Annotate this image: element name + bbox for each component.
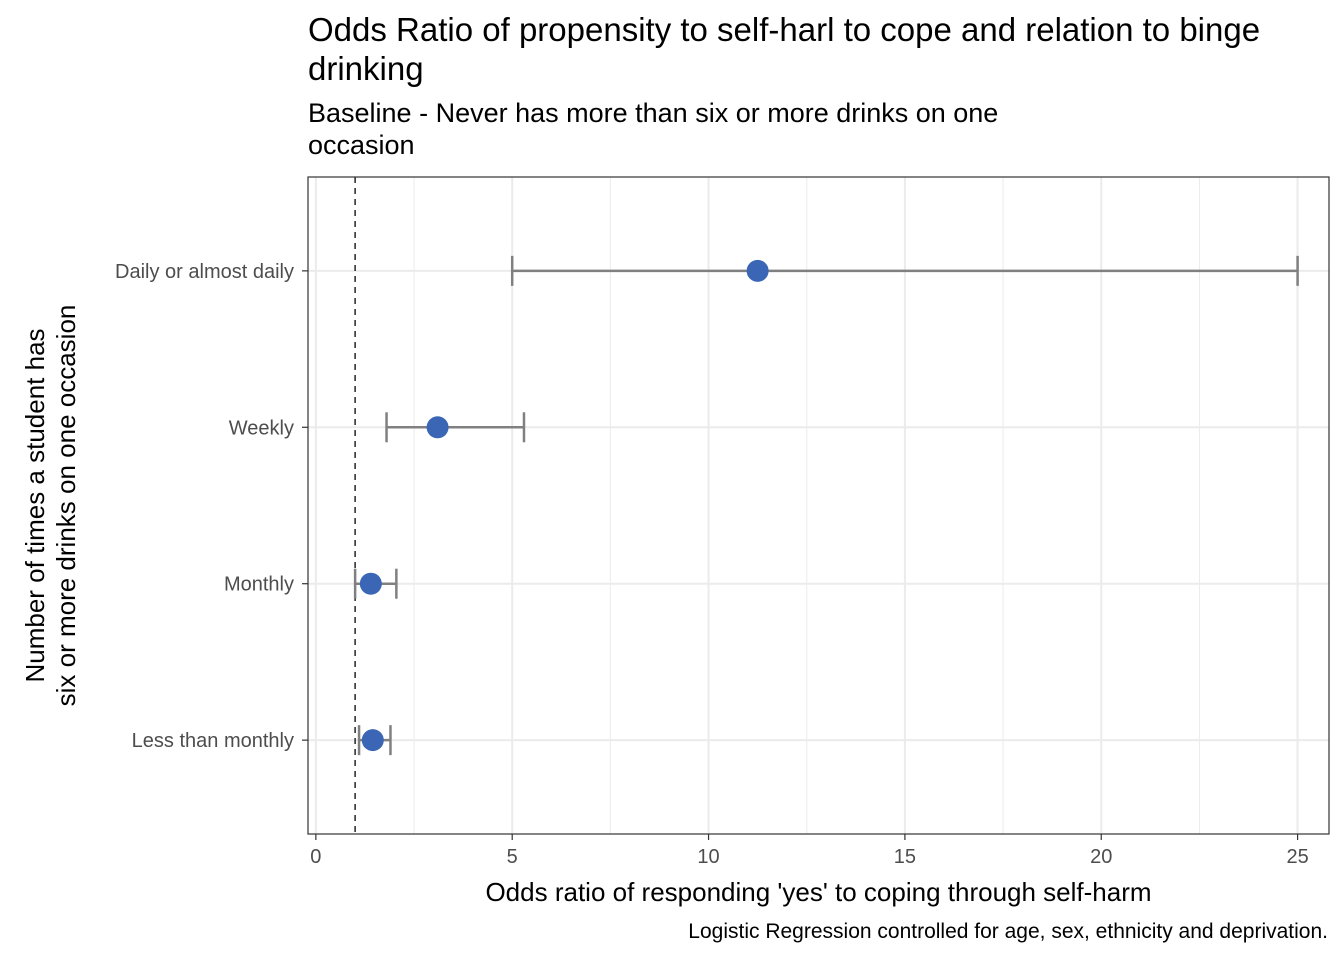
y-tick-label: Monthly (224, 574, 294, 596)
x-tick-label: 25 (1286, 846, 1308, 868)
x-tick-label: 10 (697, 846, 719, 868)
panel-border (307, 176, 1330, 835)
y-tick-label: Daily or almost daily (115, 261, 294, 283)
data-point (746, 259, 769, 282)
data-point (359, 572, 382, 595)
x-axis-title: Odds ratio of responding 'yes' to coping… (485, 877, 1151, 907)
grid-layer (308, 177, 1329, 834)
x-tick-label: 15 (894, 846, 916, 868)
y-axis-title-line-1: Number of times a student has (20, 328, 50, 682)
axis-layer: 0 5 10 15 20 25 Daily or almost daily Weekly Mon… (115, 261, 1309, 868)
chart-subtitle: Baseline - Never has more than six or mo… (308, 98, 999, 160)
chart-title: Odds Ratio of propensity to self-harl to… (308, 11, 1261, 87)
y-tick-label: Less than monthly (132, 730, 294, 752)
y-tick-label: Weekly (229, 417, 294, 439)
data-point (426, 416, 449, 439)
errorbar-layer (353, 255, 1299, 756)
chart-caption: Logistic Regression controlled for age, … (688, 920, 1328, 943)
y-axis-title-line-2: six or more drinks on one occasion (51, 305, 81, 707)
point-layer (359, 259, 769, 752)
data-point (361, 729, 384, 752)
x-tick-label: 0 (310, 846, 321, 868)
x-tick-label: 5 (507, 846, 518, 868)
y-axis-title: Number of times a student hassix or more… (20, 305, 81, 707)
x-tick-label: 20 (1090, 846, 1112, 868)
